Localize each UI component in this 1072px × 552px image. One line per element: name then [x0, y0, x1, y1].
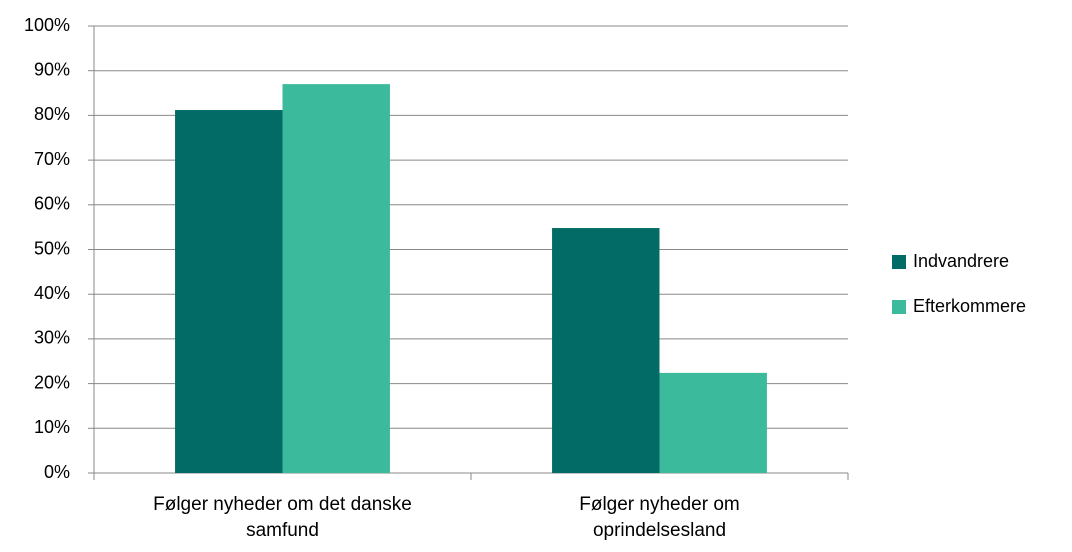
bar [552, 228, 660, 473]
y-tick-label: 70% [34, 149, 70, 169]
legend-label: Indvandrere [913, 251, 1009, 271]
y-tick-label: 50% [34, 238, 70, 258]
x-tick-label: Følger nyheder om det danske samfund [153, 494, 412, 541]
y-tick-label: 30% [34, 328, 70, 348]
bar [659, 372, 767, 473]
legend-swatch [892, 300, 906, 314]
y-tick-label: 100% [24, 15, 70, 35]
y-tick-label: 10% [34, 417, 70, 437]
y-tick-label: 20% [34, 372, 70, 392]
bar [282, 84, 390, 474]
bar [175, 110, 283, 473]
y-tick-label: 60% [34, 194, 70, 214]
y-tick-label: 40% [34, 283, 70, 303]
legend-swatch [892, 255, 906, 269]
y-tick-label: 0% [44, 462, 70, 482]
y-tick-label: 90% [34, 59, 70, 79]
x-tick-label: Følger nyheder om oprindelsesland [579, 494, 740, 541]
legend-label: Efterkommere [913, 296, 1026, 316]
y-tick-label: 80% [34, 104, 70, 124]
